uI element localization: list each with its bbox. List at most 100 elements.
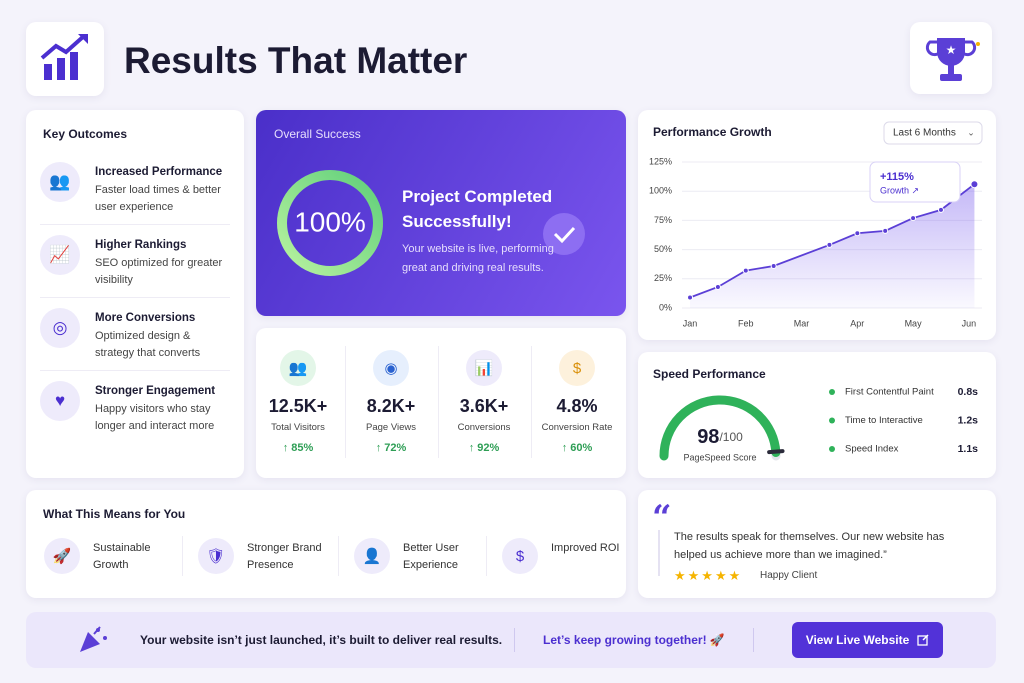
stat-icon: ◉ <box>373 350 409 386</box>
chart-title: Performance Growth <box>653 125 772 139</box>
label: Overall Success <box>274 127 361 141</box>
chevron: ⌄ <box>967 127 975 137</box>
stat-change: ↑ 92% <box>468 442 500 454</box>
outcome-title: Stronger Engagement <box>95 385 216 397</box>
progress-arc <box>277 170 383 276</box>
x-tick-label: Apr <box>850 318 864 328</box>
stat-label: Conversions <box>457 422 511 433</box>
x-tick-label: Jan <box>683 318 698 328</box>
stats: 👥 12.5K+ Total Visitors ↑ 85% ◉ 8.2K+ Page Vie… <box>256 328 626 478</box>
outcome-desc: Happy visitors who stay longer and inter… <box>95 403 215 432</box>
section-title: Speed Performance <box>653 367 766 381</box>
divider <box>438 346 439 458</box>
trophy-icon: ★ <box>925 38 980 81</box>
author: Happy Client <box>760 570 818 581</box>
trophy: ★ <box>910 22 992 94</box>
gauge-track <box>659 395 781 461</box>
x-tick-label: Mar <box>794 318 810 328</box>
outcome-icon: ◎ <box>40 308 80 348</box>
gauge: Speed Performance 98/100 PageSpeed Score F… <box>653 367 979 462</box>
benefit-label: Better User Experience <box>403 542 459 571</box>
point <box>714 283 721 290</box>
benefit-label: Stronger Brand Presence <box>247 542 322 571</box>
stat-label: Total Visitors <box>271 422 325 433</box>
logo-icon <box>40 34 88 80</box>
divider <box>182 536 183 576</box>
stat-icon: $ <box>559 350 595 386</box>
party-icon <box>80 626 107 652</box>
key-outcomes: Key Outcomes 👥 Increased Performance Faste… <box>26 110 244 478</box>
stat-change: ↑ 72% <box>375 442 407 454</box>
growth-badge <box>869 161 961 203</box>
line <box>689 183 975 299</box>
stat-icon: 👥 <box>280 350 316 386</box>
heading: Project Completed Successfully! <box>402 187 553 231</box>
y-tick-label: 50% <box>654 244 672 254</box>
range-label: Last 6 Months <box>893 128 956 139</box>
stat-label: Page Views <box>366 422 416 433</box>
score-max: /100 <box>719 430 743 444</box>
section-title: What This Means for You <box>43 507 186 521</box>
benefit-icon: 🚀 <box>44 538 80 574</box>
performance-growth: Performance Growth Last 6 Months ⌄ 0% 25%… <box>638 110 996 340</box>
metric-value: 1.2s <box>958 414 979 426</box>
point <box>910 215 917 222</box>
stat-value: 12.5K+ <box>268 396 328 416</box>
progress-label: 100% <box>294 206 366 237</box>
x-tick-label: Feb <box>738 318 754 328</box>
score-label: PageSpeed Score <box>683 452 756 462</box>
benefit-label: Improved ROI <box>551 542 620 554</box>
point <box>882 227 889 234</box>
y-tick-label: 100% <box>649 186 672 196</box>
metric-value: 1.1s <box>958 443 979 455</box>
score-text: 98/100 <box>697 426 743 448</box>
outcome-desc: Faster load times & better user experien… <box>95 184 221 213</box>
point <box>742 267 749 274</box>
point <box>770 262 777 269</box>
benefit-label: Sustainable Growth <box>93 542 151 571</box>
footer-message: Your website isn’t just launched, it’s b… <box>140 633 503 647</box>
divider <box>345 346 346 458</box>
outcome-desc: SEO optimized for greater visibility <box>95 257 223 286</box>
outcome-title: Increased Performance <box>95 166 223 178</box>
page-title: Results That Matter <box>124 40 468 81</box>
y-tick-label: 75% <box>654 215 672 225</box>
metric-dot <box>829 446 835 452</box>
point <box>937 206 944 213</box>
metric-name: Time to Interactive <box>845 415 923 426</box>
footer: Your website isn’t just launched, it’s b… <box>26 612 996 668</box>
overall-success: Overall Success 100% Project Completed S… <box>256 110 626 316</box>
stat-value: 4.8% <box>556 396 598 416</box>
badge-label: Growth ↗ <box>880 185 919 195</box>
button-label: View Live Website <box>805 633 910 647</box>
stat-value: 3.6K+ <box>459 396 509 416</box>
logo <box>26 22 104 96</box>
progress-ring: 100% <box>277 170 585 276</box>
outcome-icon: 📈 <box>40 235 80 275</box>
divider <box>486 536 487 576</box>
quote-text: The results speak for themselves. Our ne… <box>674 531 945 561</box>
range-dropdown[interactable] <box>883 121 983 145</box>
view-live-button[interactable]: View Live Website <box>792 622 943 658</box>
stat-label: Conversion Rate <box>541 422 613 433</box>
outcome-desc: Optimized design & strategy that convert… <box>95 330 201 359</box>
y-tick-label: 125% <box>649 156 672 166</box>
footer-cta: Let’s keep growing together! 🚀 <box>543 633 725 647</box>
what-this-means: What This Means for You 🚀 Sustainable Gro… <box>26 490 626 598</box>
metric-dot <box>829 389 835 395</box>
check-badge <box>543 213 585 255</box>
outcome-icon: 👥 <box>40 162 80 202</box>
outcome-icon: ♥ <box>40 381 80 421</box>
point <box>687 294 694 301</box>
testimonial: “ The results speak for themselves. Our … <box>638 490 996 598</box>
divider <box>338 536 339 576</box>
score: 98 <box>697 426 719 448</box>
section-title: Key Outcomes <box>43 127 128 141</box>
outcome-title: More Conversions <box>95 312 196 324</box>
metric-dot <box>829 417 835 424</box>
x-tick-label: May <box>905 318 923 328</box>
text: Your website is live, performing great a… <box>402 243 554 274</box>
benefit-icon: 👤 <box>354 538 390 574</box>
stat-change: ↑ 60% <box>561 442 593 454</box>
